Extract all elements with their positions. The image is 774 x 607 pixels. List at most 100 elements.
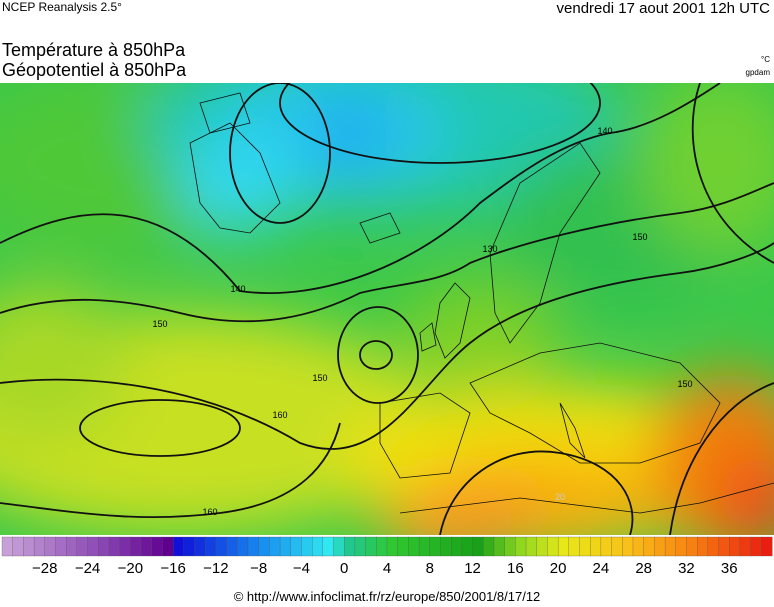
- colorbar-tick-label: −12: [203, 560, 228, 577]
- colorbar-cell: [226, 536, 238, 557]
- colorbar-cell: [87, 536, 99, 557]
- colorbar-cell: [269, 536, 281, 557]
- colorbar-cell: [579, 536, 591, 557]
- colorbar-cell: [664, 536, 677, 557]
- colorbar-cell: [515, 536, 527, 557]
- colorbar-tick-label: 24: [593, 560, 610, 577]
- contour-label: 140: [230, 284, 245, 294]
- colorbar-cell: [386, 536, 399, 557]
- colorbar-cell: [130, 536, 142, 557]
- colorbar-cell: [119, 536, 131, 557]
- colorbar-cell: [632, 536, 645, 557]
- colorbar-cell: [194, 536, 206, 557]
- colorbar-cell: [654, 536, 666, 557]
- colorbar-cell: [696, 536, 709, 557]
- colorbar-tick-label: 12: [464, 560, 481, 577]
- colorbar-cell: [718, 536, 730, 557]
- unit-geopotential: gpdam: [745, 68, 770, 77]
- date: vendredi 17 aout 2001 12h UTC: [556, 0, 770, 17]
- contour-label: 130: [482, 244, 497, 254]
- colorbar-cell: [344, 536, 356, 557]
- colorbar-tick-label: −16: [160, 560, 185, 577]
- colorbar-cell: [55, 536, 67, 557]
- contour-label: 150: [312, 373, 327, 383]
- colorbar-cell: [440, 536, 452, 557]
- colorbar-cell: [140, 536, 153, 557]
- colorbar-cell: [151, 536, 163, 557]
- colorbar-cell: [590, 536, 602, 557]
- contour-label: 150: [677, 379, 692, 389]
- colorbar-cell: [643, 536, 655, 557]
- colorbar-cell: [108, 536, 121, 557]
- temperature-field: [0, 83, 774, 535]
- colorbar-tick-label: −28: [32, 560, 57, 577]
- colorbar-cell: [162, 536, 174, 557]
- colorbar-cell: [707, 536, 719, 557]
- colorbar-tick-label: −4: [293, 560, 310, 577]
- colorbar-cell: [418, 536, 431, 557]
- colorbar-cell: [429, 536, 441, 557]
- colorbar-tick-label: 28: [635, 560, 652, 577]
- unit-temperature: °C: [761, 55, 770, 64]
- colorbar-cell: [215, 536, 228, 557]
- colorbar-cell: [761, 536, 773, 557]
- colorbar-tick-label: 0: [340, 560, 348, 577]
- colorbar-cell: [247, 536, 260, 557]
- geopotential-contours: [0, 83, 774, 535]
- colorbar-cell: [568, 536, 580, 557]
- colorbar-tick-label: 20: [550, 560, 567, 577]
- colorbar-cell: [23, 536, 35, 557]
- colorbar-cell: [557, 536, 570, 557]
- colorbar-cell: [12, 536, 24, 557]
- colorbar-cell: [98, 536, 110, 557]
- map: 140 150 150 160 160 150 150 140 130 20: [0, 83, 774, 535]
- colorbar-cell: [611, 536, 623, 557]
- title-temperature: Température à 850hPa: [2, 40, 186, 60]
- colorbar-cell: [729, 536, 741, 557]
- colorbar-cell: [504, 536, 516, 557]
- colorbar-cell: [493, 536, 506, 557]
- colorbar-cell: [365, 536, 377, 557]
- colorbar-cell: [600, 536, 613, 557]
- colorbar-cell: [525, 536, 538, 557]
- colorbar-cell: [408, 536, 420, 557]
- title-geopotential: Géopotentiel à 850hPa: [2, 60, 187, 80]
- colorbar-cell: [66, 536, 78, 557]
- colorbar-cell: [1, 536, 14, 557]
- colorbar-cell: [451, 536, 463, 557]
- colorbar-tick-label: 16: [507, 560, 524, 577]
- colorbar: −28 −24 −20 −16 −12 −8 −4 0 4 8 12 16 20 24 28 32 36: [1, 536, 773, 577]
- colorbar-cell: [675, 536, 687, 557]
- colorbar-tick-label: −8: [250, 560, 267, 577]
- colorbar-tick-label: 36: [721, 560, 738, 577]
- colorbar-cell: [739, 536, 752, 557]
- contour-label: 150: [152, 319, 167, 329]
- colorbar-cell: [279, 536, 292, 557]
- colorbar-tick-label: −24: [75, 560, 100, 577]
- colorbar-cell: [354, 536, 367, 557]
- colorbar-cell: [322, 536, 334, 557]
- colorbar-cell: [376, 536, 388, 557]
- colorbar-cell: [33, 536, 46, 557]
- colorbar-cell: [483, 536, 495, 557]
- colorbar-cell: [311, 536, 324, 557]
- colorbar-cell: [472, 536, 484, 557]
- contour-label: 160: [272, 410, 287, 420]
- colorbar-cell: [258, 536, 270, 557]
- contour-label: 160: [202, 507, 217, 517]
- source: NCEP Reanalysis 2.5°: [2, 0, 122, 14]
- footer: © http://www.infoclimat.fr/rz/europe/850…: [233, 589, 541, 604]
- colorbar-tick-label: 8: [426, 560, 434, 577]
- colorbar-cell: [172, 536, 185, 557]
- contour-label: 140: [597, 126, 612, 136]
- colorbar-cell: [750, 536, 762, 557]
- colorbar-cell: [333, 536, 345, 557]
- colorbar-tick-label: 4: [383, 560, 391, 577]
- contour-labels: 140 150 150 160 160 150 150 140 130 20: [152, 126, 692, 517]
- colorbar-cell: [301, 536, 313, 557]
- colorbar-cell: [290, 536, 302, 557]
- colorbar-cell: [44, 536, 56, 557]
- colorbar-cell: [536, 536, 548, 557]
- colorbar-cell: [205, 536, 217, 557]
- contour-label: 20: [555, 492, 565, 502]
